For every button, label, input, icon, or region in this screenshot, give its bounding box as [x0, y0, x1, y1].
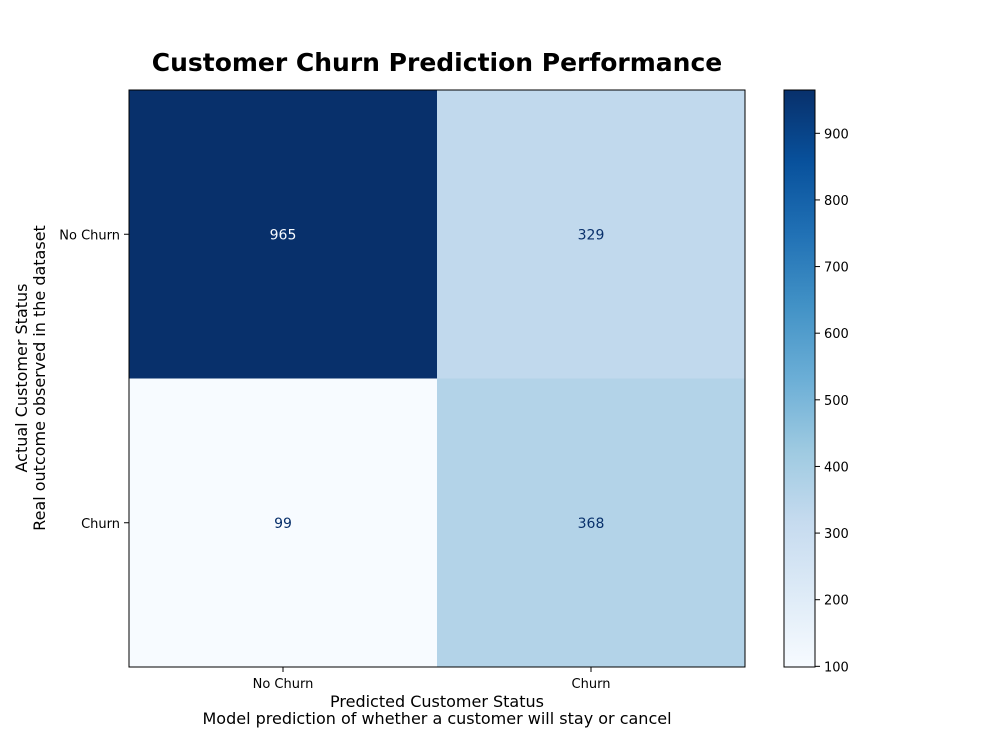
colorbar-tick-label: 600: [824, 327, 849, 342]
heatmap-cell: [129, 90, 437, 379]
x-axis-ticks: No Churn Churn: [253, 667, 611, 692]
y-axis-ticks: No Churn Churn: [59, 228, 129, 532]
plot-frame: [128, 89, 746, 668]
chart-title: Customer Churn Prediction Performance: [152, 48, 723, 77]
y-tick-label: Churn: [81, 517, 120, 532]
colorbar-tick-label: 700: [824, 261, 849, 276]
colorbar-tick-label: 200: [824, 594, 849, 609]
x-tick-label: No Churn: [253, 677, 314, 692]
cell-value-label: 368: [578, 516, 605, 532]
cell-value-label: 965: [270, 227, 297, 243]
colorbar-ticks: 100 200 300 400 500 600 700 800 900: [815, 127, 849, 675]
heatmap-cell: [129, 378, 437, 667]
x-tick-label: Churn: [572, 677, 611, 692]
colorbar-tick-label: 500: [824, 394, 849, 409]
heatmap-cells: 965 329 99 368: [129, 90, 745, 667]
y-tick-label: No Churn: [59, 228, 120, 243]
colorbar-tick-label: 400: [824, 460, 849, 475]
y-axis-label: Actual Customer Status: [12, 284, 31, 473]
colorbar-tick-label: 100: [824, 660, 849, 675]
colorbar: [783, 89, 816, 668]
x-axis-label: Predicted Customer Status: [330, 692, 544, 711]
colorbar-tick-label: 900: [824, 127, 849, 142]
cell-value-label: 99: [274, 516, 292, 532]
colorbar-tick-label: 300: [824, 527, 849, 542]
colorbar-tick-label: 800: [824, 194, 849, 209]
heatmap-cell: [437, 90, 745, 379]
cell-value-label: 329: [578, 227, 605, 243]
x-axis-sublabel: Model prediction of whether a customer w…: [202, 709, 671, 728]
heatmap-cell: [437, 378, 745, 667]
y-axis-sublabel: Real outcome observed in the dataset: [30, 225, 49, 531]
